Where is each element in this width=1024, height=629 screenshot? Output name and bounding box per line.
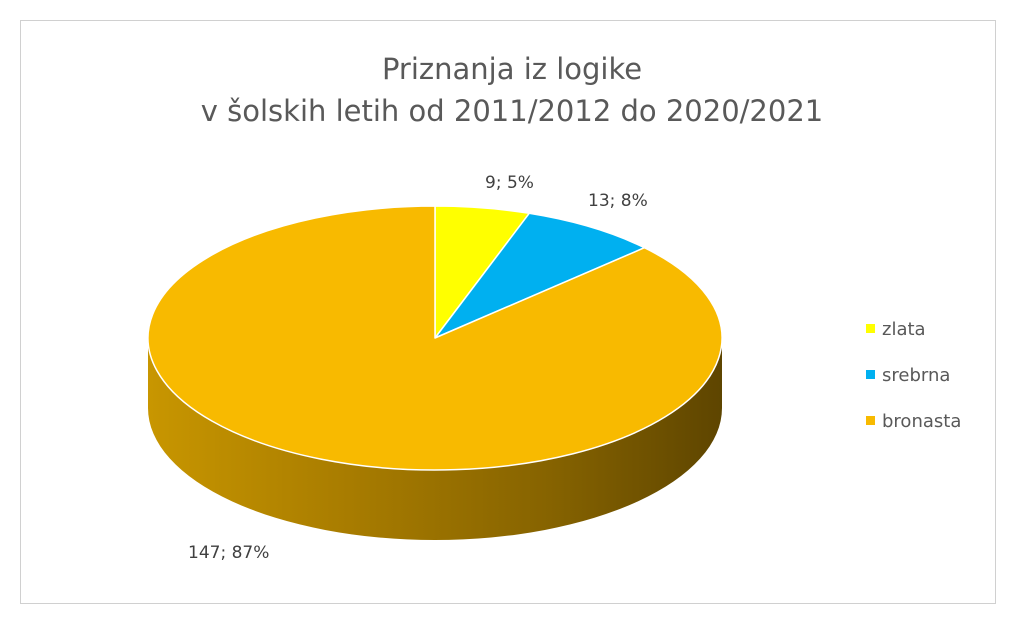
- pie-slice-srebrna[interactable]: [434, 212, 646, 339]
- data-label-bronasta: 147; 87%: [188, 543, 269, 563]
- chart-title-line-2: v šolskih letih od 2011/2012 do 2020/202…: [200, 94, 824, 128]
- legend-label-bronasta: bronasta: [882, 411, 961, 432]
- chart-title-line-1: Priznanja iz logike: [381, 52, 643, 86]
- legend-label-srebrna: srebrna: [882, 365, 950, 386]
- legend-swatch-zlata: [866, 324, 875, 333]
- legend-label-zlata: zlata: [882, 319, 926, 340]
- data-label-zlata: 9; 5%: [485, 173, 534, 193]
- legend-swatch-srebrna: [866, 370, 875, 379]
- data-label-srebrna: 13; 8%: [588, 191, 648, 211]
- legend-swatch-bronasta: [866, 416, 875, 425]
- chart-title: Priznanja iz logike v šolskih letih od 2…: [0, 48, 1024, 132]
- pie-slice-bronasta[interactable]: [147, 205, 723, 471]
- pie-slice-side-bronasta: [148, 338, 722, 540]
